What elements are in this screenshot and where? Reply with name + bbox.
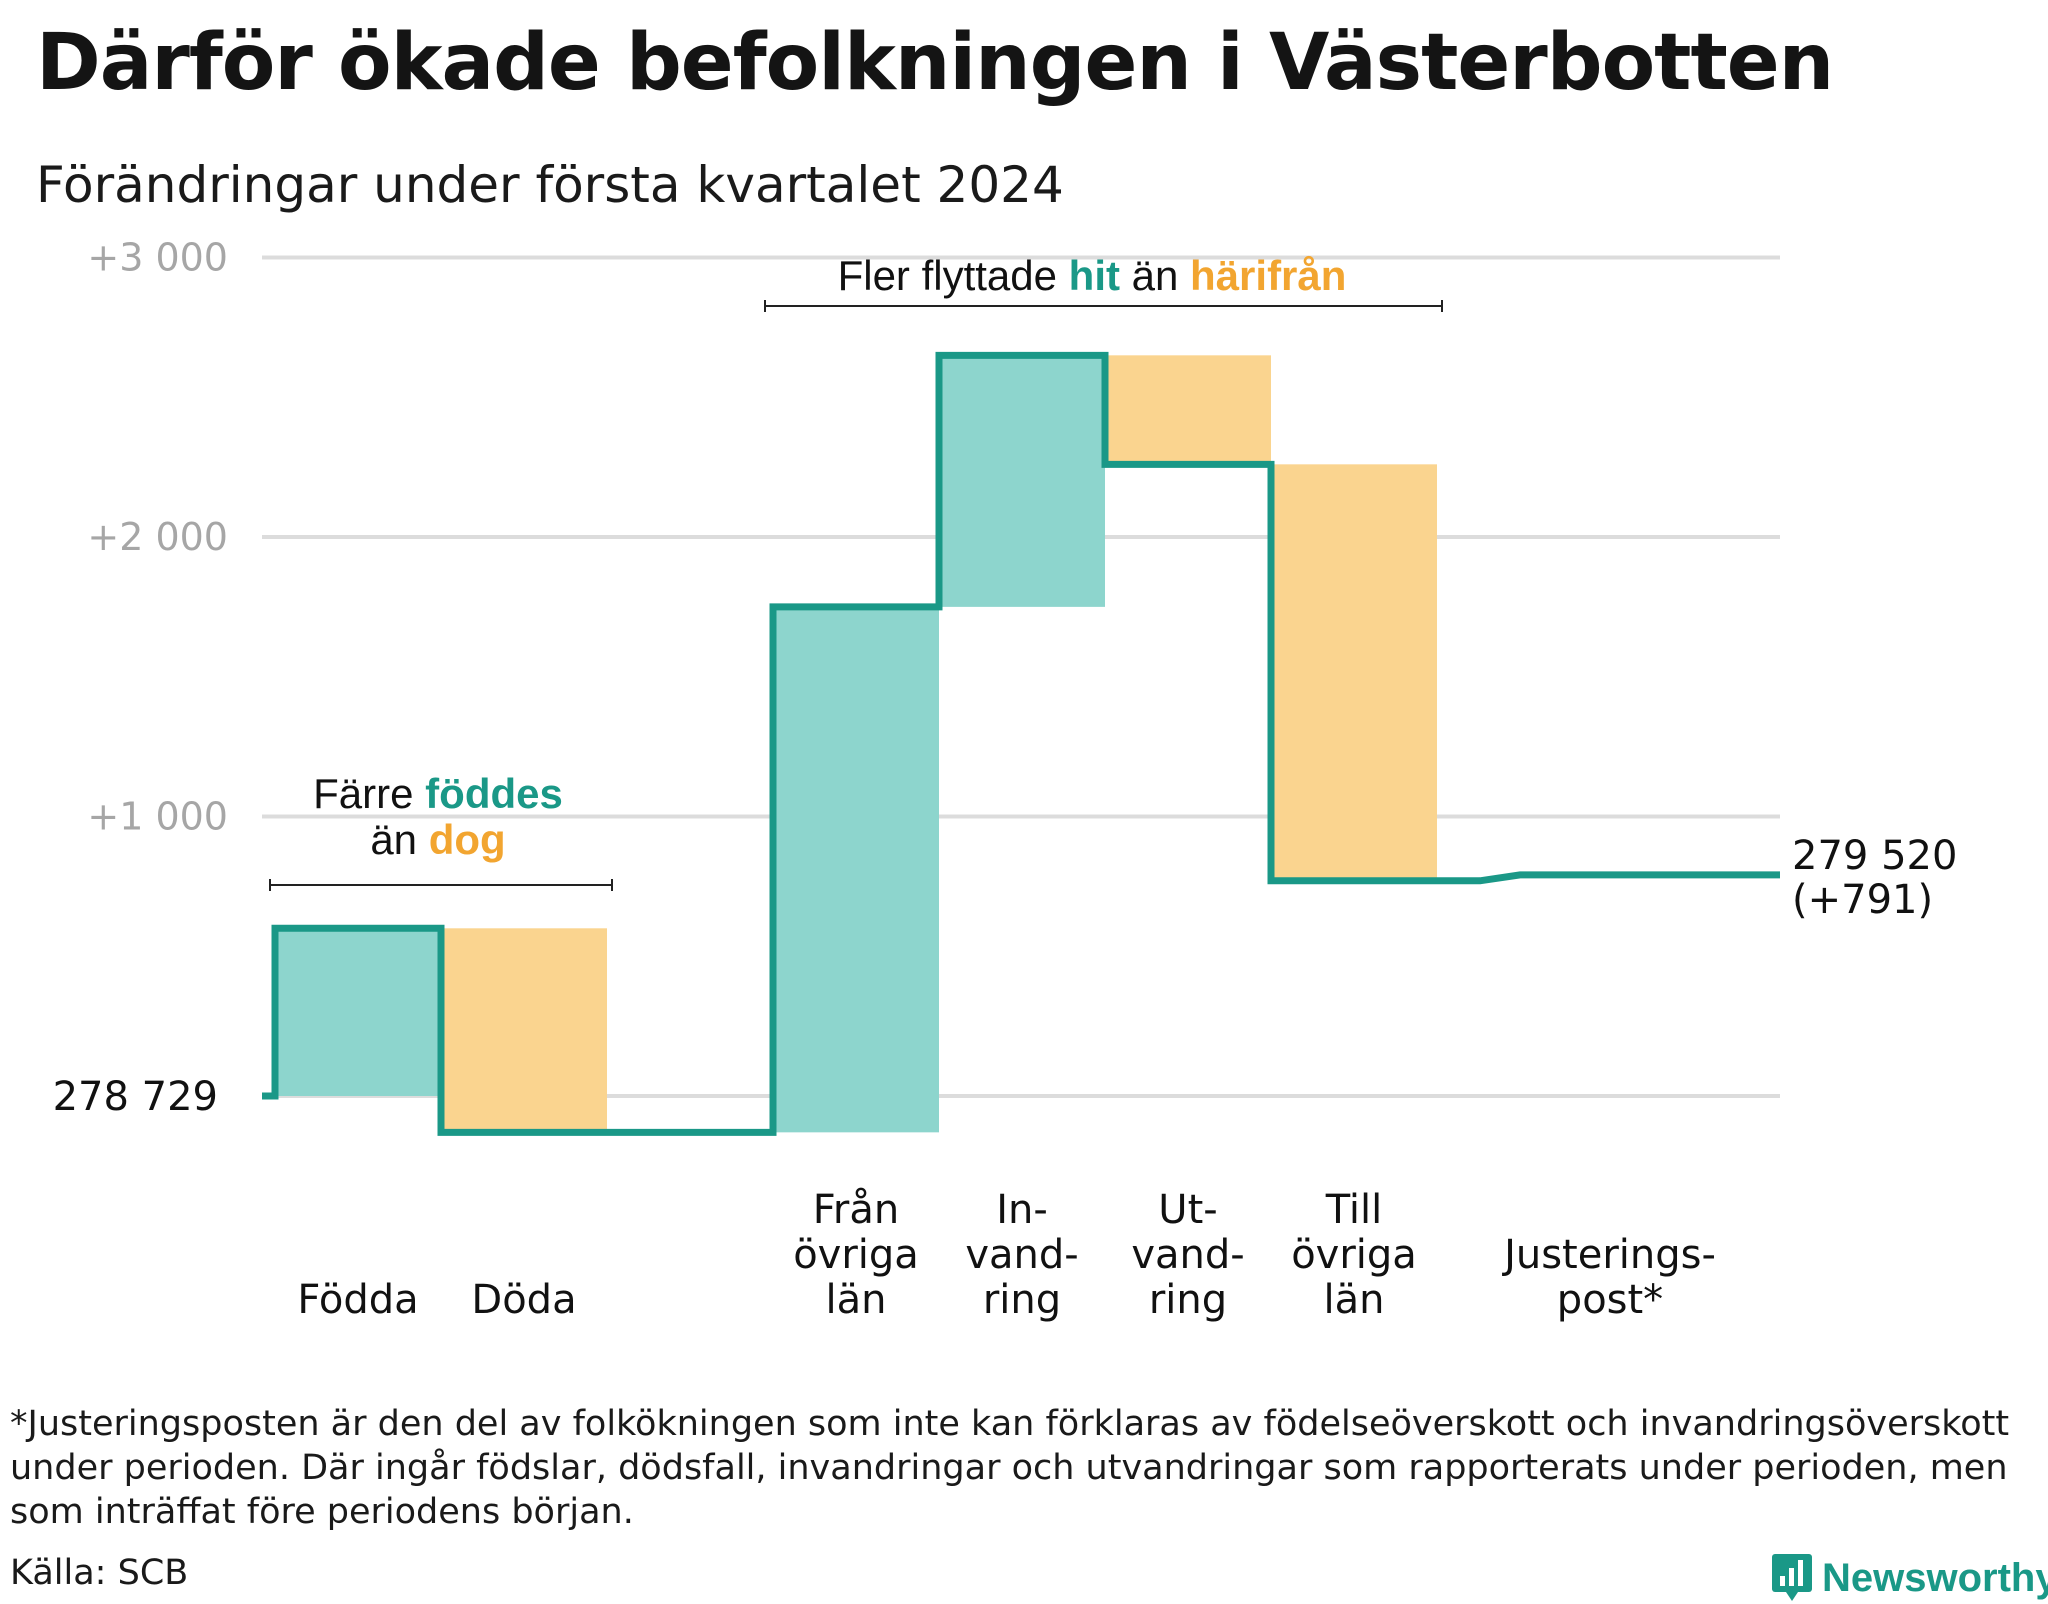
category-label-line: län (1324, 1277, 1385, 1323)
annotation-segment: än (1120, 252, 1190, 299)
category-label-line: Från (813, 1187, 899, 1233)
annotation-segment: härifrån (1190, 252, 1346, 299)
category-label: Till övriga län (1291, 1187, 1417, 1323)
bars-layer (275, 355, 1437, 1133)
category-label-line: vand- (965, 1232, 1078, 1278)
annotation-segment: dog (429, 816, 506, 863)
annotation-segment: föddes (425, 770, 563, 817)
waterfall-bar (275, 928, 441, 1096)
annotation-text: Fler flyttade hit än härifrån (838, 252, 1347, 299)
waterfall-bar (441, 928, 607, 1133)
category-label-line: Döda (471, 1277, 576, 1323)
category-label-line: län (826, 1277, 887, 1323)
category-label-line: post* (1557, 1277, 1663, 1323)
waterfall-bar (1105, 355, 1271, 465)
y-tick-label: +3 000 (87, 236, 228, 280)
annotation-segment: än (370, 816, 428, 863)
start-population-label: 278 729 (53, 1074, 218, 1120)
category-label-line: övriga (1291, 1232, 1417, 1278)
step-line-layer (262, 351, 1780, 1136)
annotation-text: än dog (370, 816, 505, 863)
y-tick-label: +2 000 (87, 515, 228, 559)
waterfall-bar (939, 355, 1105, 607)
annotation-text: Färre föddes (313, 770, 563, 817)
newsworthy-chart-icon (1772, 1554, 1812, 1601)
category-label-line: vand- (1131, 1232, 1244, 1278)
logo-label: Newsworthy (1822, 1555, 2048, 1600)
category-label-line: Födda (297, 1277, 418, 1323)
y-tick-label: +1 000 (87, 795, 228, 839)
category-label-line: Justerings- (1501, 1232, 1716, 1278)
footnote: *Justeringsposten är den del av folkökni… (10, 1404, 2010, 1532)
chart-title: Därför ökade befolkningen i Västerbotten (36, 18, 1834, 108)
category-label: Födda (297, 1277, 418, 1323)
category-label: In-vand-ring (965, 1187, 1078, 1323)
annotation-segment: Fler flyttade (838, 252, 1069, 299)
category-label: Justerings-post* (1501, 1232, 1716, 1323)
category-label: Ut-vand-ring (1131, 1187, 1244, 1323)
end-population-label: 279 520 (1792, 833, 1957, 879)
category-label: Från övriga län (793, 1187, 919, 1323)
waterfall-bar (773, 606, 939, 1133)
annotation-segment: Färre (313, 770, 425, 817)
waterfall-bar (1271, 464, 1437, 881)
annotation-segment: hit (1069, 252, 1120, 299)
category-label-line: Till (1325, 1187, 1383, 1233)
category-label-line: ring (983, 1277, 1061, 1323)
category-label-line: ring (1149, 1277, 1227, 1323)
newsworthy-logo: Newsworthy (1772, 1552, 2048, 1604)
category-label: Döda (471, 1277, 576, 1323)
chart-subtitle: Förändringar under första kvartalet 2024 (36, 156, 1064, 214)
category-label-line: In- (996, 1187, 1048, 1233)
end-change-label: (+791) (1792, 877, 1933, 923)
cumulative-step-line (262, 351, 1780, 1136)
category-label-line: övriga (793, 1232, 919, 1278)
source-credit: Källa: SCB (10, 1553, 189, 1593)
category-label-line: Ut- (1158, 1187, 1217, 1233)
